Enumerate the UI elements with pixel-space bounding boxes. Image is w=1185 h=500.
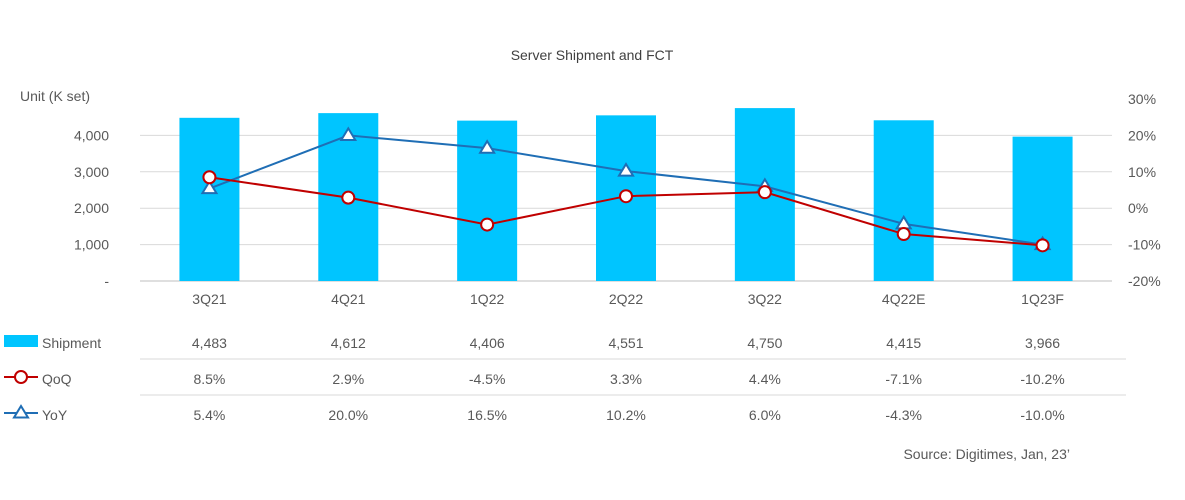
table-cell: 16.5% <box>467 407 507 423</box>
y-tick-label: 2,000 <box>74 200 109 216</box>
point-qoq <box>480 217 495 232</box>
source-note: Source: Digitimes, Jan, 23’ <box>903 446 1070 462</box>
bar-shipment <box>873 120 934 281</box>
point-yoy <box>478 139 496 154</box>
y2-tick-label: 0% <box>1128 200 1148 216</box>
table-cell: 3,966 <box>1025 335 1060 351</box>
table-cell: -4.5% <box>469 371 506 387</box>
y-tick-label: 3,000 <box>74 164 109 180</box>
table-cell: 4,750 <box>747 335 782 351</box>
point-qoq <box>896 227 911 242</box>
bar-shipment <box>179 117 240 281</box>
chart-title: Server Shipment and FCT <box>511 47 674 63</box>
table-cell: 6.0% <box>749 407 781 423</box>
table-cell: -7.1% <box>885 371 922 387</box>
table-cell: -10.2% <box>1020 371 1064 387</box>
table-cell: 10.2% <box>606 407 646 423</box>
point-qoq <box>341 190 356 205</box>
y-tick-label: 4,000 <box>74 127 109 143</box>
table-cell: 3.3% <box>610 371 642 387</box>
y2-tick-label: -10% <box>1128 237 1161 253</box>
point-yoy <box>339 126 358 141</box>
legend-key-shipment <box>4 335 38 347</box>
y2-tick-label: -20% <box>1128 273 1161 289</box>
legend-key-marker <box>14 370 28 384</box>
point-qoq <box>757 185 772 200</box>
table-cell: 4,551 <box>608 335 643 351</box>
point-yoy <box>617 162 635 177</box>
y2-tick-label: 20% <box>1128 127 1156 143</box>
y2-tick-label: 30% <box>1128 91 1156 107</box>
table-cell: 5.4% <box>193 407 225 423</box>
table-cell: 4,415 <box>886 335 921 351</box>
table-cell: 20.0% <box>328 407 368 423</box>
y-tick-label: 1,000 <box>74 237 109 253</box>
y2-tick-label: 10% <box>1128 164 1156 180</box>
table-cell: 4,406 <box>470 335 505 351</box>
point-qoq <box>202 170 217 185</box>
table-cell: -4.3% <box>885 407 922 423</box>
x-tick-label: 3Q22 <box>748 291 782 307</box>
x-tick-label: 1Q22 <box>470 291 504 307</box>
legend-label: Shipment <box>42 335 101 351</box>
y-axis-label: Unit (K set) <box>20 88 90 104</box>
x-tick-label: 4Q22E <box>882 291 926 307</box>
x-tick-label: 2Q22 <box>609 291 643 307</box>
bar-shipment <box>1012 136 1073 281</box>
x-tick-label: 4Q21 <box>331 291 365 307</box>
y-tick-label: - <box>104 273 109 289</box>
point-yoy <box>200 179 219 195</box>
table-cell: 4,612 <box>331 335 366 351</box>
table-cell: 8.5% <box>193 371 225 387</box>
point-qoq <box>619 189 633 204</box>
point-qoq <box>1035 238 1050 253</box>
table-cell: -10.0% <box>1020 407 1064 423</box>
x-tick-label: 3Q21 <box>192 291 226 307</box>
x-tick-label: 1Q23F <box>1021 291 1064 307</box>
table-cell: 4,483 <box>192 335 227 351</box>
legend-label: QoQ <box>42 371 72 387</box>
table-cell: 4.4% <box>749 371 781 387</box>
legend-label: YoY <box>42 407 68 423</box>
legend-key-marker <box>12 404 30 419</box>
table-cell: 2.9% <box>332 371 364 387</box>
